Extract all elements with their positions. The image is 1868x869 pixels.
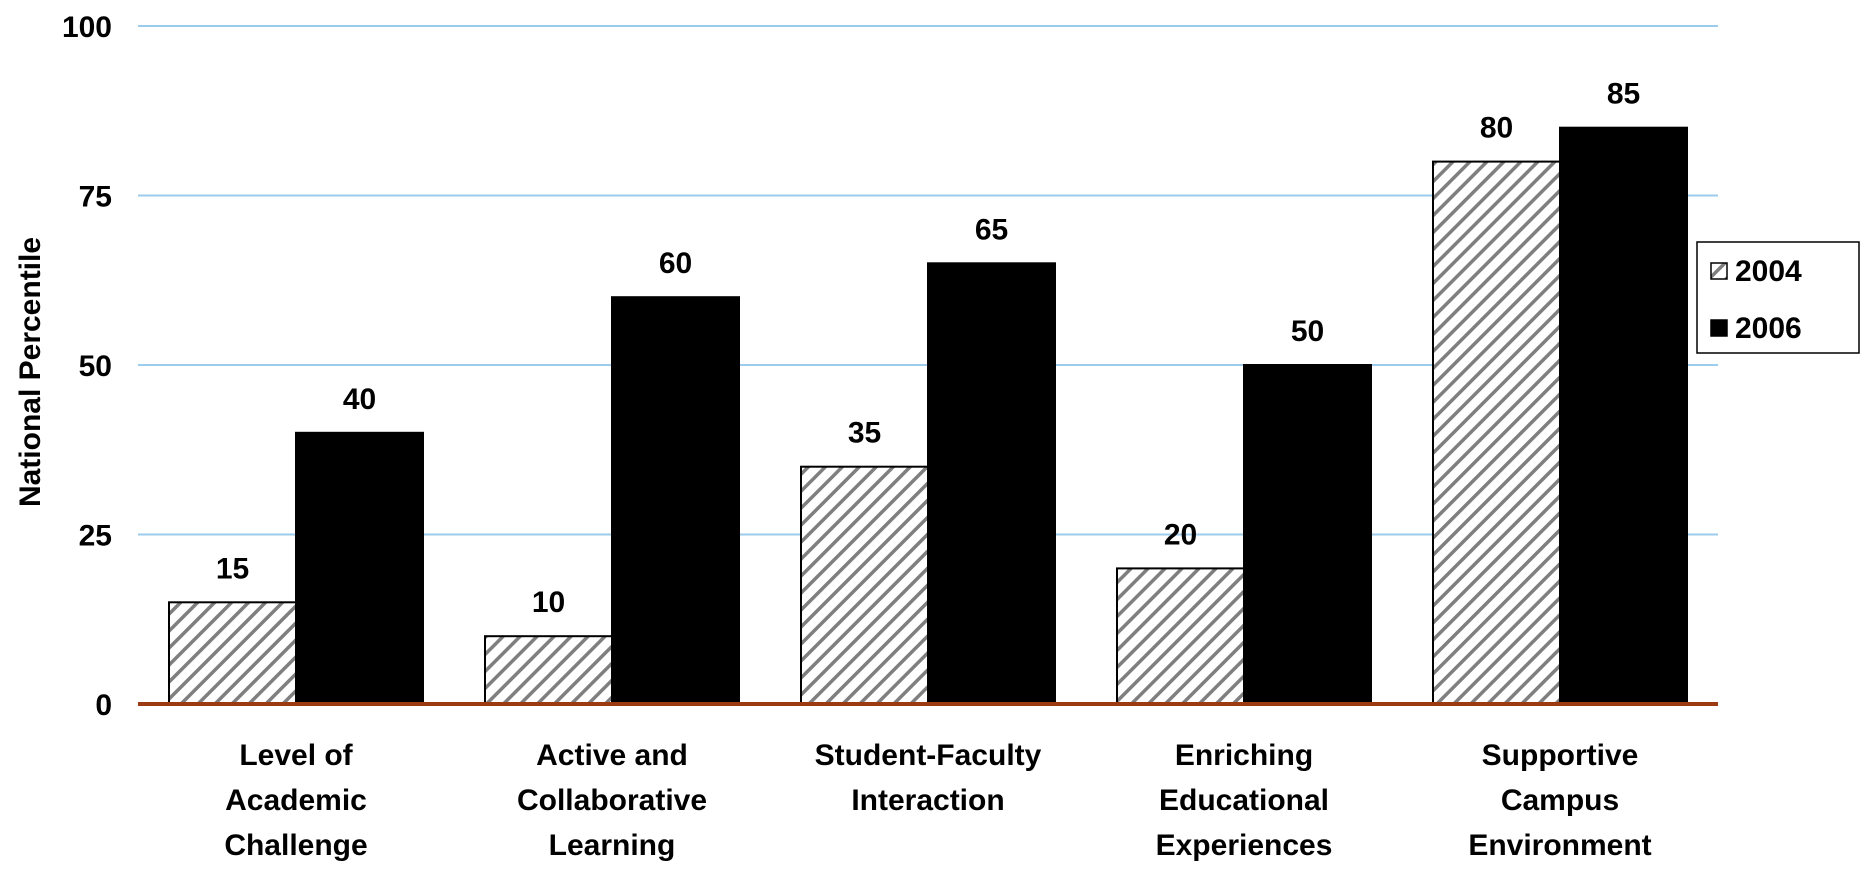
x-tick-label: Active and: [536, 739, 688, 772]
y-tick-label: 100: [62, 11, 112, 44]
x-tick-label: Learning: [549, 829, 676, 862]
legend-label-2006: 2006: [1735, 312, 1802, 345]
data-label-2006: 40: [343, 383, 376, 416]
bar-2004: [484, 635, 613, 706]
data-label-2006: 60: [659, 247, 692, 280]
data-label-2006: 85: [1607, 78, 1640, 111]
legend-swatch-2006: [1710, 319, 1728, 337]
data-label-2004: 10: [532, 586, 565, 619]
x-tick-label: Interaction: [851, 784, 1004, 817]
bar-2006: [1559, 126, 1688, 705]
data-labels: 15 40 10 60 35 65 20 50 80 85: [216, 78, 1640, 620]
y-axis-tick-labels: 0 25 50 75 100: [62, 11, 112, 722]
y-tick-label: 0: [95, 689, 112, 722]
x-tick-label: Academic: [225, 784, 367, 817]
data-label-2004: 80: [1480, 112, 1513, 145]
bar-2004: [1116, 567, 1245, 706]
data-label-2006: 65: [975, 213, 1008, 246]
bar-2006: [611, 296, 740, 705]
x-tick-label: Experiences: [1156, 829, 1333, 862]
x-tick-label: Challenge: [224, 829, 367, 862]
x-tick-label: Collaborative: [517, 784, 707, 817]
x-axis-category-labels: Level of Academic Challenge Active and Colla…: [224, 739, 1651, 862]
bar-2004: [800, 465, 929, 706]
x-tick-label: Level of: [239, 739, 353, 772]
x-tick-label: Enriching: [1175, 739, 1313, 772]
bar-2006: [927, 262, 1056, 705]
bar-2006: [295, 431, 424, 705]
y-tick-label: 25: [79, 520, 112, 553]
data-label-2004: 35: [848, 417, 881, 450]
y-axis-label: National Percentile: [14, 237, 47, 507]
x-tick-label: Supportive: [1482, 739, 1639, 772]
bar-2006: [1243, 364, 1372, 705]
data-label-2004: 15: [216, 552, 249, 585]
x-tick-label: Student-Faculty: [815, 739, 1042, 772]
data-label-2004: 20: [1164, 518, 1197, 551]
legend: 2004 2006: [1696, 241, 1860, 354]
bar-2004: [168, 601, 297, 705]
y-tick-label: 50: [79, 350, 112, 383]
data-label-2006: 50: [1291, 315, 1324, 348]
legend-swatch-2004: [1710, 262, 1728, 280]
bar-2004: [1432, 160, 1561, 706]
bars: [168, 126, 1688, 706]
x-tick-label: Environment: [1468, 829, 1651, 862]
x-tick-label: Campus: [1501, 784, 1619, 817]
x-tick-label: Educational: [1159, 784, 1329, 817]
legend-label-2004: 2004: [1735, 255, 1802, 288]
y-tick-label: 75: [79, 181, 112, 214]
